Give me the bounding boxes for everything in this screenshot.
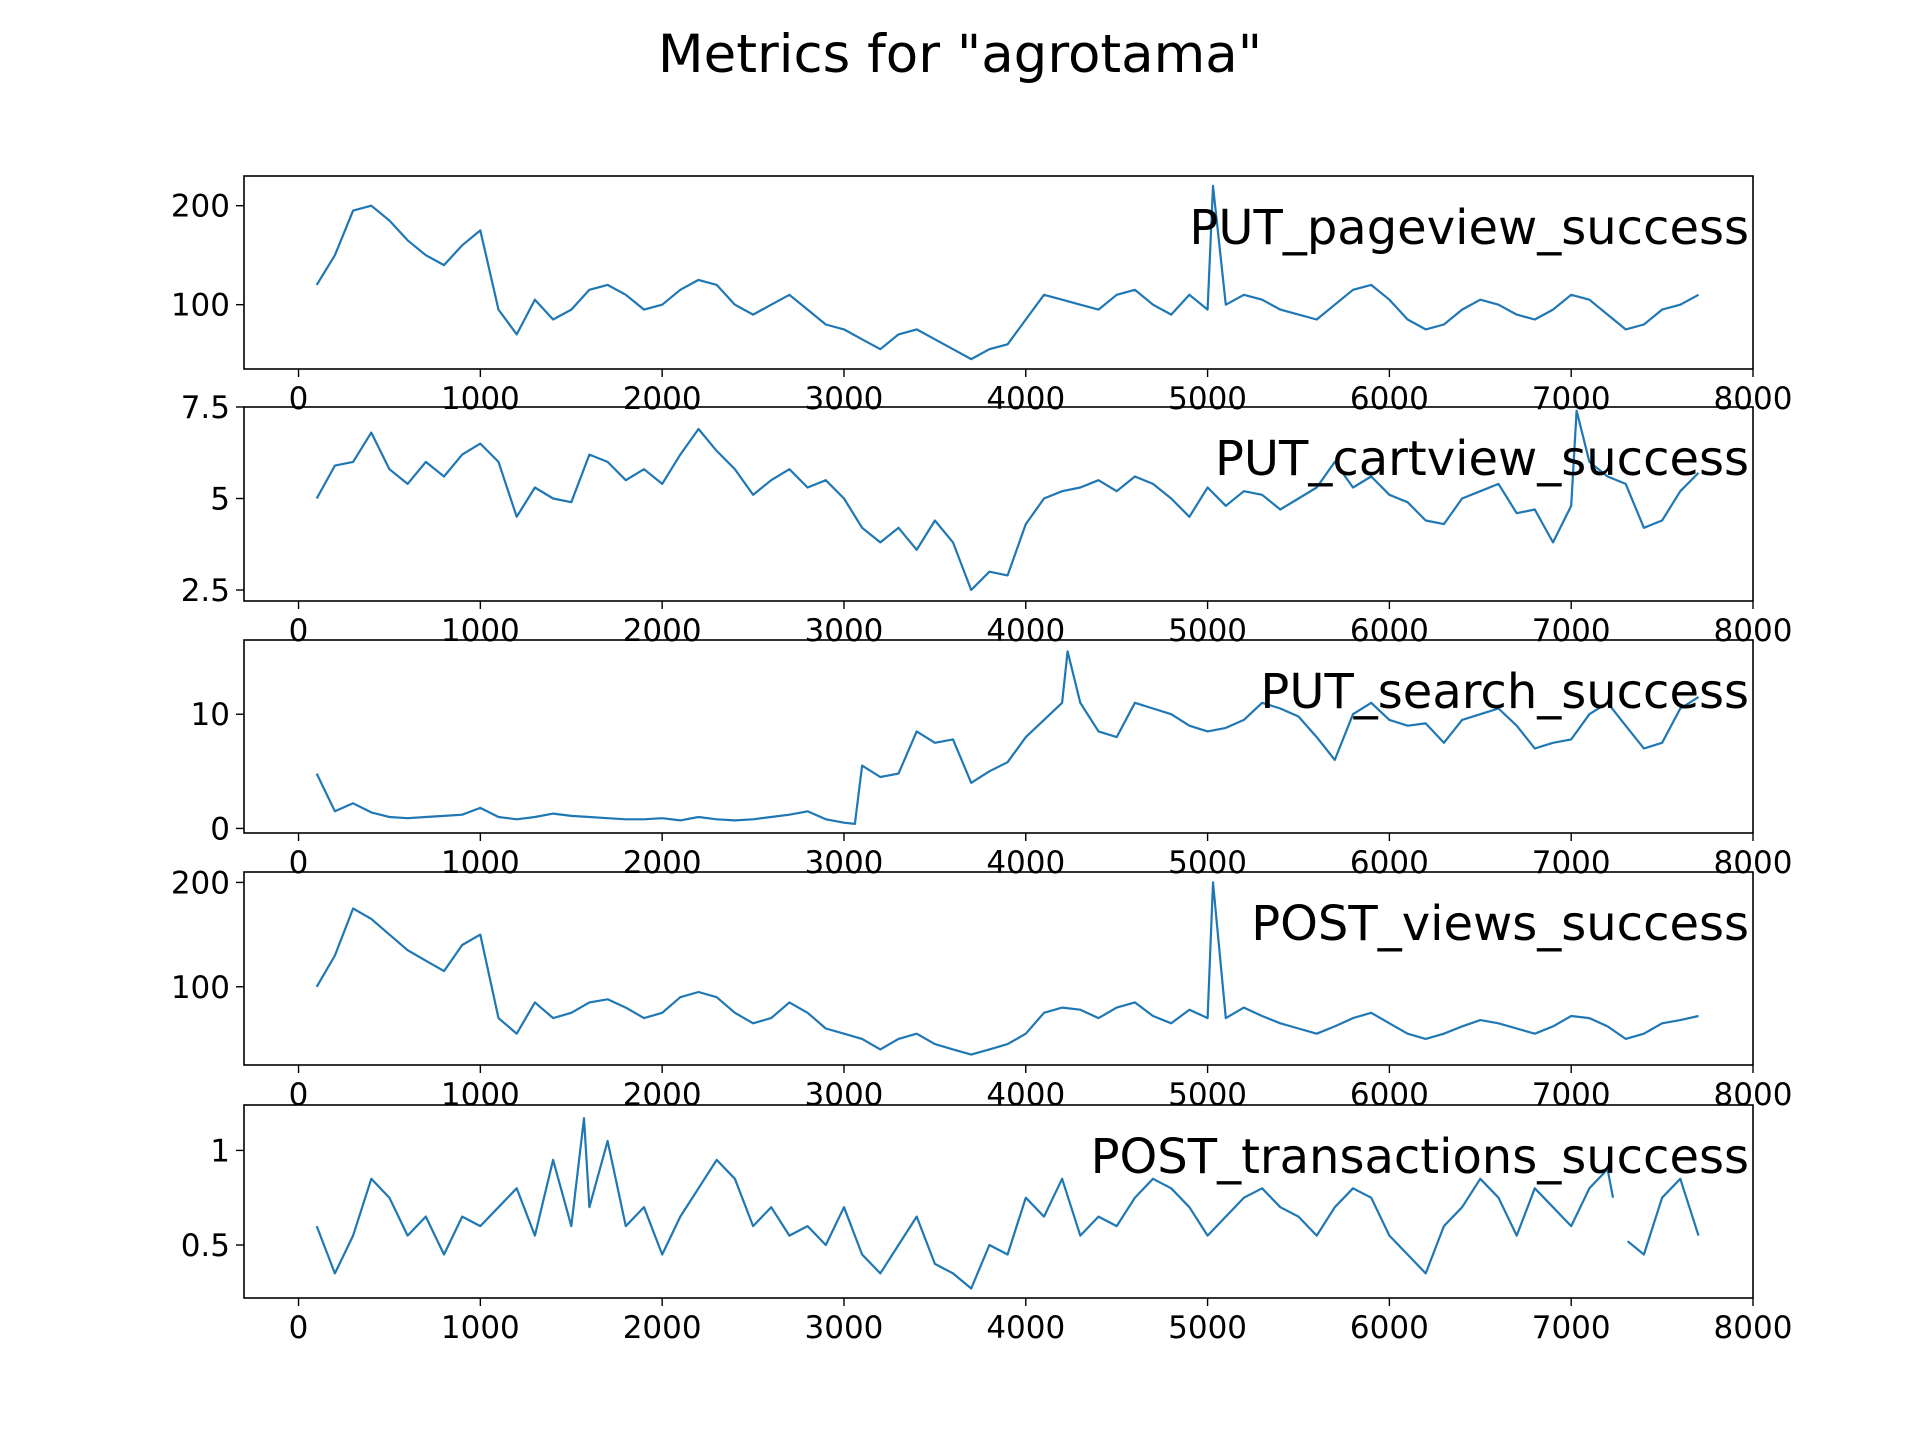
series-label: PUT_cartview_success bbox=[1215, 431, 1749, 487]
subplot-5: 0 1000 2000 3000 4000 5000 6000 7000 8000 0.5 1 POS… bbox=[181, 1104, 1793, 1346]
x-tick-label: 5000 bbox=[1168, 1077, 1247, 1113]
x-tick-label: 0 bbox=[289, 381, 309, 417]
x-tick-label: 2000 bbox=[623, 845, 702, 881]
series-line-5-seg2 bbox=[1626, 1177, 1700, 1256]
y-tick-label: 200 bbox=[171, 189, 230, 225]
figure-title: Metrics for "agrotama" bbox=[658, 24, 1262, 85]
x-tick-label: 0 bbox=[289, 1077, 309, 1113]
x-tick-label: 1000 bbox=[441, 1077, 520, 1113]
series-label: POST_transactions_success bbox=[1091, 1129, 1749, 1185]
x-tick-label: 2000 bbox=[623, 1310, 702, 1346]
x-tick-label: 1000 bbox=[441, 381, 520, 417]
y-tick-label: 2.5 bbox=[181, 573, 230, 609]
series-label: PUT_pageview_success bbox=[1189, 200, 1749, 256]
x-tick-label: 7000 bbox=[1532, 1310, 1611, 1346]
x-tick-label: 1000 bbox=[441, 1310, 520, 1346]
y-tick-label: 0 bbox=[210, 811, 230, 847]
x-tick-label: 7000 bbox=[1532, 613, 1611, 649]
y-tick-label: 100 bbox=[171, 288, 230, 324]
x-tick-label: 5000 bbox=[1168, 845, 1247, 881]
x-tick-label: 0 bbox=[289, 845, 309, 881]
x-tick-label: 5000 bbox=[1168, 613, 1247, 649]
subplot-2: 0 1000 2000 3000 4000 5000 6000 7000 80002.557.5… bbox=[181, 390, 1793, 649]
x-tick-label: 4000 bbox=[986, 613, 1065, 649]
x-tick-label: 4000 bbox=[986, 381, 1065, 417]
x-tick-label: 7000 bbox=[1532, 1077, 1611, 1113]
x-tick-label: 8000 bbox=[1714, 1310, 1793, 1346]
series-line-1 bbox=[315, 184, 1700, 361]
y-tick-label: 10 bbox=[191, 697, 230, 733]
x-tick-label: 3000 bbox=[805, 845, 884, 881]
x-tick-label: 0 bbox=[289, 1310, 309, 1346]
x-tick-label: 1000 bbox=[441, 613, 520, 649]
y-tick-label: 1 bbox=[210, 1133, 230, 1169]
y-tick-label: 200 bbox=[171, 865, 230, 901]
x-tick-label: 6000 bbox=[1350, 381, 1429, 417]
series-line-5-seg1 bbox=[315, 1117, 1615, 1290]
x-tick-label: 7000 bbox=[1532, 381, 1611, 417]
y-tick-label: 100 bbox=[171, 970, 230, 1006]
y-tick-label: 7.5 bbox=[181, 390, 230, 426]
axes-frame bbox=[243, 639, 1754, 834]
series-label: PUT_search_success bbox=[1260, 664, 1749, 720]
x-tick-label: 7000 bbox=[1532, 845, 1611, 881]
series-line-4 bbox=[315, 881, 1699, 1056]
x-tick-label: 5000 bbox=[1168, 381, 1247, 417]
axes-frame bbox=[243, 406, 1754, 602]
axes-frame bbox=[243, 175, 1754, 370]
x-tick-label: 0 bbox=[289, 613, 309, 649]
x-tick-label: 4000 bbox=[986, 1077, 1065, 1113]
x-tick-label: 4000 bbox=[986, 845, 1065, 881]
axes-frame bbox=[243, 1104, 1754, 1299]
series-line-3 bbox=[315, 650, 1700, 826]
x-tick-label: 3000 bbox=[805, 613, 884, 649]
y-tick-label: 5 bbox=[210, 482, 230, 518]
x-tick-label: 6000 bbox=[1350, 845, 1429, 881]
x-tick-label: 1000 bbox=[441, 845, 520, 881]
x-tick-label: 4000 bbox=[986, 1310, 1065, 1346]
x-tick-label: 6000 bbox=[1350, 1077, 1429, 1113]
subplot-4: 0 1000 2000 3000 4000 5000 6000 7000 8000100200P… bbox=[171, 865, 1793, 1113]
x-tick-label: 3000 bbox=[805, 1310, 884, 1346]
series-label: POST_views_success bbox=[1251, 896, 1749, 952]
x-tick-label: 6000 bbox=[1350, 1310, 1429, 1346]
y-tick-label: 0.5 bbox=[181, 1228, 230, 1264]
x-tick-label: 5000 bbox=[1168, 1310, 1247, 1346]
x-tick-label: 3000 bbox=[805, 381, 884, 417]
series-line-2 bbox=[315, 409, 1700, 592]
axes-frame bbox=[243, 871, 1754, 1066]
x-tick-label: 2000 bbox=[623, 613, 702, 649]
x-tick-label: 2000 bbox=[623, 381, 702, 417]
x-tick-label: 2000 bbox=[623, 1077, 702, 1113]
x-tick-label: 3000 bbox=[805, 1077, 884, 1113]
x-tick-label: 6000 bbox=[1350, 613, 1429, 649]
